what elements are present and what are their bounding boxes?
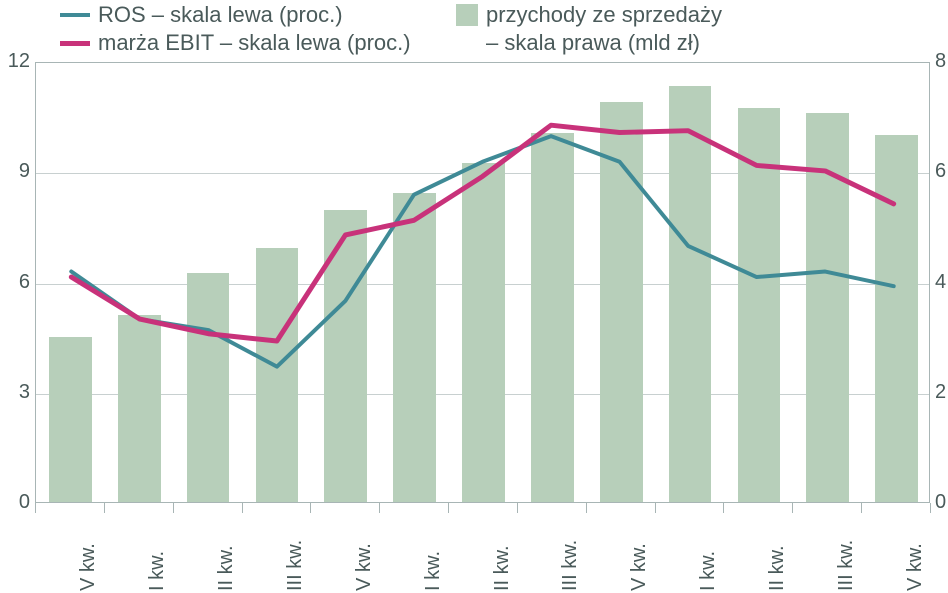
legend-label: – skala prawa (mld zł) bbox=[486, 30, 700, 56]
x-axis-label: II kw. bbox=[491, 545, 514, 591]
bar bbox=[531, 133, 574, 502]
x-axis-label: III kw. bbox=[559, 540, 582, 591]
legend-swatch-ebit bbox=[60, 41, 90, 46]
x-tick bbox=[655, 503, 656, 513]
bar bbox=[462, 163, 505, 502]
legend-swatch-bars bbox=[456, 4, 478, 26]
chart: ROS – skala lewa (proc.) marża EBIT – sk… bbox=[0, 0, 948, 593]
x-tick bbox=[930, 503, 931, 513]
bar bbox=[875, 135, 918, 502]
y-axis-left-label: 9 bbox=[2, 160, 30, 183]
bar bbox=[669, 86, 712, 502]
x-tick bbox=[723, 503, 724, 513]
bar bbox=[600, 102, 643, 502]
legend: ROS – skala lewa (proc.) marża EBIT – sk… bbox=[60, 2, 928, 57]
x-axis-label: I kw. bbox=[146, 551, 169, 591]
legend-swatch-ros bbox=[60, 13, 90, 17]
x-axis-label: V kw. bbox=[904, 543, 927, 591]
bar bbox=[49, 337, 92, 502]
x-axis-label: I kw. bbox=[697, 551, 720, 591]
x-tick bbox=[104, 503, 105, 513]
x-tick bbox=[586, 503, 587, 513]
bar bbox=[187, 273, 230, 502]
x-tick bbox=[792, 503, 793, 513]
x-axis-label: III kw. bbox=[284, 540, 307, 591]
x-tick bbox=[310, 503, 311, 513]
legend-item-right-axis: – skala prawa (mld zł) bbox=[486, 30, 700, 56]
x-tick bbox=[448, 503, 449, 513]
legend-item-ros: ROS – skala lewa (proc.) bbox=[60, 2, 343, 28]
legend-label: marża EBIT – skala lewa (proc.) bbox=[98, 30, 411, 56]
bar bbox=[256, 248, 299, 502]
x-tick bbox=[242, 503, 243, 513]
x-tick bbox=[861, 503, 862, 513]
bar bbox=[806, 113, 849, 502]
x-axis-label: II kw. bbox=[766, 545, 789, 591]
y-axis-right-label: 4 bbox=[935, 271, 946, 294]
bar bbox=[324, 210, 367, 502]
legend-label: ROS – skala lewa (proc.) bbox=[98, 2, 343, 28]
x-tick bbox=[517, 503, 518, 513]
x-axis-label: III kw. bbox=[835, 540, 858, 591]
bar bbox=[738, 108, 781, 502]
x-axis-label: V kw. bbox=[353, 543, 376, 591]
legend-item-bars: przychody ze sprzedaży bbox=[456, 2, 722, 28]
x-axis-label: V kw. bbox=[77, 543, 100, 591]
y-axis-right-label: 2 bbox=[935, 381, 946, 404]
x-tick bbox=[379, 503, 380, 513]
x-axis: V kw. I kw. II kw. III kw. V kw. I kw. II kw. I… bbox=[35, 503, 930, 593]
legend-label: przychody ze sprzedaży bbox=[486, 2, 722, 28]
x-axis-label: I kw. bbox=[422, 551, 445, 591]
y-axis-right-label: 0 bbox=[935, 491, 946, 514]
bar bbox=[393, 193, 436, 502]
y-axis-left-label: 0 bbox=[2, 491, 30, 514]
y-axis-left-label: 6 bbox=[2, 271, 30, 294]
y-axis-left-label: 3 bbox=[2, 381, 30, 404]
plot-area bbox=[35, 62, 930, 503]
x-tick bbox=[35, 503, 36, 513]
bar bbox=[118, 315, 161, 502]
x-tick bbox=[173, 503, 174, 513]
x-axis-label: V kw. bbox=[628, 543, 651, 591]
y-axis-left-label: 12 bbox=[2, 50, 30, 73]
legend-item-ebit: marża EBIT – skala lewa (proc.) bbox=[60, 30, 411, 56]
y-axis-right-label: 6 bbox=[935, 160, 946, 183]
y-axis-right-label: 8 bbox=[935, 50, 946, 73]
x-axis-label: II kw. bbox=[215, 545, 238, 591]
